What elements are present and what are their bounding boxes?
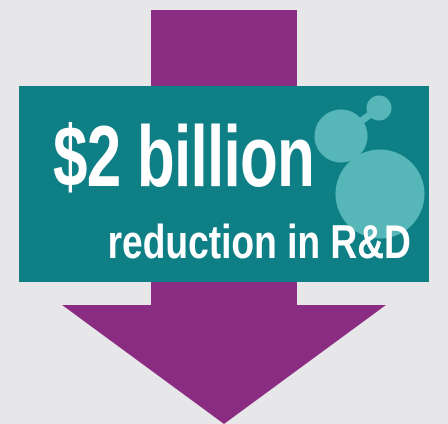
headline: $2 billion: [53, 109, 315, 205]
subline: reduction in R&D: [107, 215, 411, 268]
banner: $2 billion reduction in R&D: [19, 86, 429, 282]
molecule-icon: [314, 95, 425, 239]
